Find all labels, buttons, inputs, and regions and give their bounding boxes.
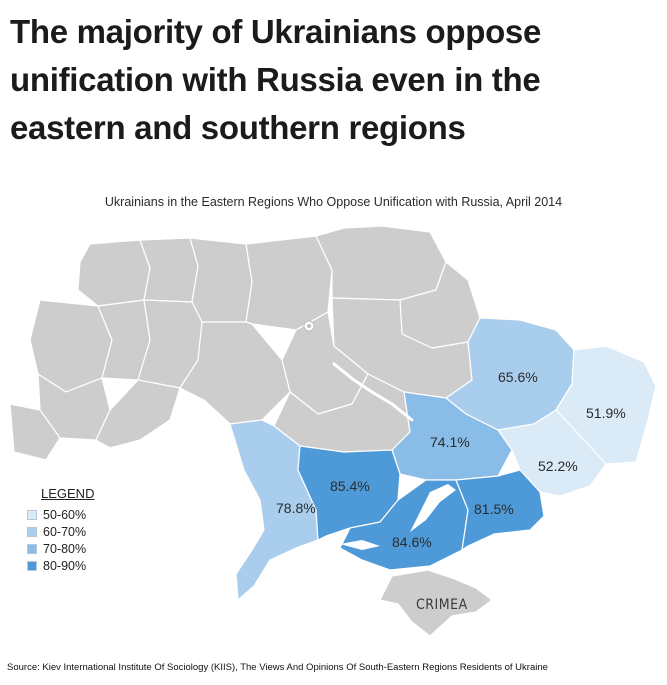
value-label-kherson: 84.6%	[392, 534, 432, 550]
value-label-zaporizhzhia: 81.5%	[474, 501, 514, 517]
legend-item: 60-70%	[27, 523, 94, 540]
region-volyn	[77, 239, 151, 307]
source-note: Source: Kiev International Institute Of …	[7, 662, 548, 673]
value-label-dnipropetrovsk: 74.1%	[430, 434, 470, 450]
dnipro-river	[332, 362, 414, 422]
legend-item: 80-90%	[27, 557, 94, 574]
headline: The majority of Ukrainians oppose unific…	[10, 13, 542, 146]
legend-label: 50-60%	[43, 507, 87, 522]
region-chernivtsi	[95, 379, 181, 449]
crimea-peninsula	[379, 569, 493, 637]
legend-title: LEGEND	[41, 486, 95, 501]
region-luhansk	[555, 345, 657, 465]
value-label-donetsk: 52.2%	[538, 458, 578, 474]
kyiv-city-icon	[303, 320, 315, 332]
legend-swatch	[27, 526, 37, 537]
other-regions	[9, 225, 481, 461]
value-label-mykolaiv: 85.4%	[330, 478, 370, 494]
region-zhytomyr	[189, 237, 253, 323]
legend-swatch	[27, 543, 37, 554]
region-donetsk	[497, 409, 607, 497]
region-zaporizhzhia	[455, 469, 545, 551]
legend-swatch	[27, 509, 37, 520]
legend-label: 60-70%	[43, 524, 87, 539]
crimea-label: CRIMEA	[416, 597, 468, 613]
surveyed-regions	[229, 317, 657, 601]
value-labels: 65.6% 51.9% 74.1% 52.2% 78.8% 85.4% 84.6…	[276, 369, 626, 550]
region-zakarpattia	[9, 403, 61, 461]
legend-item: 70-80%	[27, 540, 94, 557]
value-label-kharkiv: 65.6%	[498, 369, 538, 385]
kakhovka-reservoir	[410, 484, 456, 532]
region-odesa	[229, 419, 319, 601]
value-label-odesa: 78.8%	[276, 500, 316, 516]
legend-swatch	[27, 560, 37, 571]
region-chernihiv	[315, 225, 447, 301]
legend: LEGEND 50-60% 60-70% 70-80% 80-90%	[27, 486, 94, 574]
map-title: Ukrainians in the Eastern Regions Who Op…	[104, 195, 563, 209]
legend-label: 80-90%	[43, 558, 87, 573]
legend-item: 50-60%	[27, 506, 94, 523]
value-label-luhansk: 51.9%	[586, 405, 626, 421]
dnipro-estuary	[340, 540, 380, 550]
region-kyiv	[245, 235, 333, 331]
legend-label: 70-80%	[43, 541, 87, 556]
